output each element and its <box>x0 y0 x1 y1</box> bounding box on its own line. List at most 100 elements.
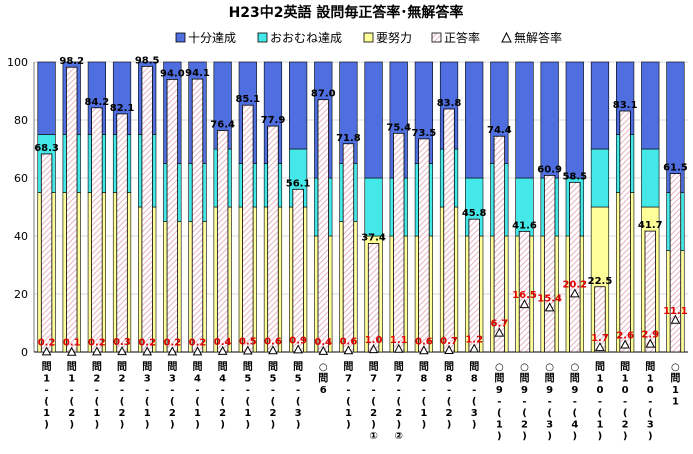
correct-rate-label: 60.9 <box>537 164 562 175</box>
x-category-char: - <box>598 397 602 408</box>
stack-bar-segment <box>37 61 56 135</box>
x-category-char: 0 <box>647 385 654 396</box>
legend: 十分達成 おおむね達成 要努力 正答率 無解答率 <box>175 30 562 45</box>
y-tick-label: 40 <box>14 230 28 243</box>
no-answer-label: 0.6 <box>340 336 358 347</box>
no-answer-marker <box>393 343 404 353</box>
stack-bar-segment <box>641 148 660 208</box>
x-category-label: ○問11 <box>670 362 680 408</box>
x-category-char: 問 <box>193 361 203 373</box>
x-category-char: ) <box>220 420 225 431</box>
correct-rate-bar <box>342 143 355 353</box>
x-category-char: 2 <box>219 408 226 419</box>
x-category-char: 問 <box>243 361 253 373</box>
no-answer-marker <box>444 344 454 354</box>
x-category-char: ( <box>271 397 276 408</box>
legend-swatch <box>431 32 442 43</box>
y-tick-label: 20 <box>14 288 28 301</box>
x-category-char: ○ <box>570 362 579 373</box>
x-category-char: 3 <box>144 374 151 385</box>
no-answer-label: 0.2 <box>189 337 207 348</box>
correct-rate-label: 94.0 <box>160 68 185 79</box>
x-category-char: 9 <box>571 385 578 396</box>
y-tick-label: 100 <box>7 56 28 69</box>
no-answer-marker <box>544 302 555 312</box>
legend-item: 十分達成 <box>175 31 236 45</box>
x-category-char: 1 <box>194 408 201 419</box>
stack-bar-segment <box>364 61 383 179</box>
correct-rate-bar <box>468 218 480 353</box>
correct-rate-bar <box>493 135 506 353</box>
y-tick-label: 60 <box>14 172 28 185</box>
x-category-char: 4 <box>571 420 578 431</box>
x-category-char: 問 <box>419 361 429 373</box>
correct-rate-bar <box>317 99 329 353</box>
x-category-char: 8 <box>446 374 453 385</box>
no-answer-marker <box>293 344 303 354</box>
x-category-char: 1 <box>93 408 100 419</box>
correct-rate-label: 85.1 <box>235 94 260 105</box>
x-category-char: ( <box>346 397 351 408</box>
correct-rate-label: 37.4 <box>361 233 386 244</box>
correct-rate-bar <box>569 181 581 353</box>
x-category-char: ) <box>371 420 376 431</box>
x-category-label: 問10-(2) <box>620 361 630 442</box>
correct-rate-label: 22.5 <box>588 276 613 287</box>
x-category-char: 3 <box>647 420 654 431</box>
x-category-label: 問7-(1) <box>343 361 353 431</box>
x-category-char: 問 <box>67 361 77 373</box>
correct-rate-bar <box>443 108 455 353</box>
correct-rate-label: 77.9 <box>261 115 286 126</box>
correct-rate-bar <box>518 230 531 353</box>
x-category-char: 1 <box>647 374 654 385</box>
x-category-char: ( <box>522 408 527 419</box>
legend-label: おおむね達成 <box>270 31 342 45</box>
correct-rate-label: 41.7 <box>638 220 663 231</box>
x-category-char: ) <box>95 420 100 431</box>
stack-bar-segment <box>590 148 610 208</box>
no-answer-label: 0.1 <box>63 338 81 349</box>
x-category-char: 問 <box>218 361 228 373</box>
x-category-char: - <box>573 397 577 408</box>
x-category-char: 1 <box>420 408 427 419</box>
x-category-char: 2 <box>446 408 453 419</box>
x-category-char: 1 <box>43 374 50 385</box>
x-category-char: ) <box>296 420 301 431</box>
x-category-char: 1 <box>345 408 352 419</box>
x-category-char: - <box>70 385 74 396</box>
x-category-char: - <box>44 385 48 396</box>
stack-bar-segment <box>515 61 534 179</box>
correct-rate-label: 41.6 <box>512 220 537 231</box>
x-category-char: 問 <box>369 361 379 373</box>
x-category-label: 問1-(2) <box>67 361 77 431</box>
no-answer-label: 0.6 <box>264 336 282 347</box>
x-category-char: 1 <box>43 408 50 419</box>
x-category-char: 3 <box>546 420 553 431</box>
no-answer-marker <box>645 338 656 348</box>
x-category-char: 1 <box>144 408 151 419</box>
x-category-char: ( <box>170 397 175 408</box>
stack-bar-segment <box>540 61 559 179</box>
correct-rate-label: 71.8 <box>336 133 361 144</box>
x-category-char: 問 <box>117 361 127 373</box>
x-category-char: ② <box>394 431 402 442</box>
x-category-char: ○ <box>319 362 328 373</box>
no-answer-label: 0.2 <box>38 337 56 348</box>
no-answer-marker <box>343 345 354 355</box>
correct-rate-bar <box>669 173 682 353</box>
correct-rate-label: 58.5 <box>562 171 587 182</box>
x-category-char: ) <box>547 431 552 442</box>
x-category-char: 2 <box>119 408 126 419</box>
x-category-char: 3 <box>295 408 302 419</box>
x-category-label: 問10-(3) <box>645 361 655 442</box>
x-category-label: 問5-(3) <box>293 361 303 431</box>
x-category-char: ) <box>44 420 49 431</box>
x-category-char: ) <box>573 431 578 442</box>
legend-swatch <box>257 32 268 43</box>
correct-rate-label: 74.4 <box>487 125 512 136</box>
correct-rate-bar <box>242 104 254 353</box>
x-category-label: 問7-(2)② <box>394 361 404 442</box>
correct-rate-label: 98.5 <box>135 55 160 66</box>
correct-rate-bar <box>267 125 279 353</box>
x-category-label: 問10-(1) <box>595 361 605 442</box>
